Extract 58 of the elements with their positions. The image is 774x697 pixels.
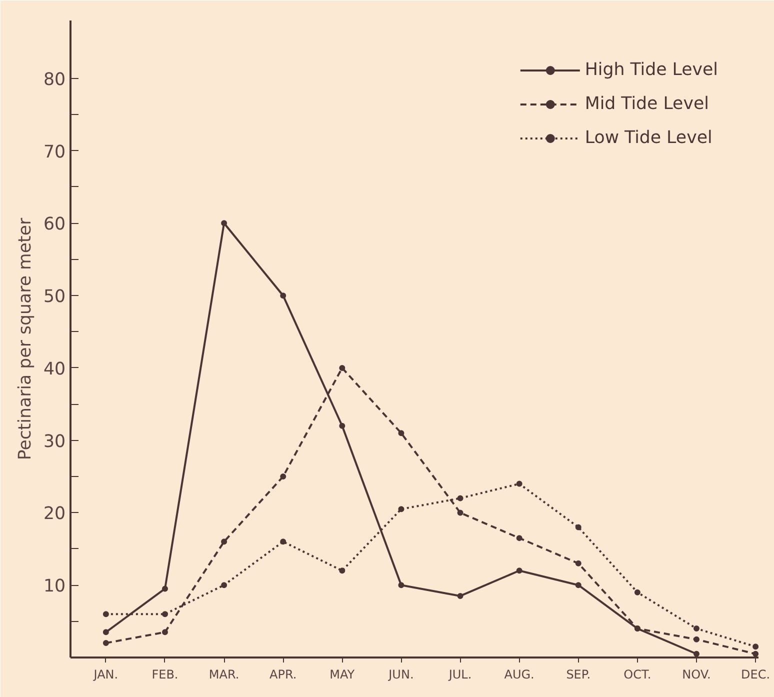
point (693, 650, 700, 657)
point (280, 474, 286, 480)
point (102, 640, 109, 646)
point (693, 636, 700, 642)
point (457, 495, 464, 502)
point (339, 568, 346, 574)
y-tick-label: 40 (43, 359, 66, 380)
point (398, 506, 404, 512)
y-tick-label: 30 (43, 432, 66, 452)
x-tick-label: JUN. (388, 668, 414, 682)
legend-label: High Tide Level (584, 60, 718, 80)
point (280, 292, 286, 299)
point (634, 589, 640, 596)
point (162, 586, 168, 592)
point (457, 592, 464, 599)
point (752, 650, 758, 657)
point (102, 611, 109, 618)
x-tick-label: JUL. (448, 668, 472, 682)
point (575, 582, 582, 588)
x-tick-label: NOV. (682, 668, 711, 682)
point (516, 480, 522, 487)
point (752, 644, 758, 650)
point (575, 560, 582, 566)
point (457, 510, 464, 516)
point (162, 611, 168, 618)
x-tick-label: APR. (270, 668, 297, 682)
point (102, 629, 109, 636)
x-tick-label: OCT. (624, 668, 652, 682)
y-axis-title: Pectinaria per square meter (15, 217, 36, 460)
point (221, 538, 228, 545)
x-tick-label: DEC. (741, 668, 770, 682)
point (516, 568, 522, 574)
point (634, 626, 640, 632)
point (398, 430, 404, 436)
x-tick-label: SEP. (566, 668, 591, 682)
point (280, 538, 286, 545)
y-tick-label: 60 (43, 214, 66, 235)
point (339, 364, 346, 371)
point (221, 220, 228, 226)
x-tick-label: FEB. (152, 668, 178, 682)
point (575, 524, 582, 530)
y-tick-label: 50 (43, 287, 66, 308)
point (693, 626, 700, 632)
point (398, 582, 404, 588)
legend-label: Low Tide Level (584, 128, 712, 148)
legend-label: Mid Tide Level (584, 94, 709, 114)
point (162, 629, 168, 636)
point (516, 535, 522, 542)
x-tick-label: AUG. (504, 668, 534, 682)
y-tick-label: 70 (43, 142, 66, 162)
x-tick-label: MAR. (208, 668, 240, 682)
x-tick-label: JAN. (92, 668, 118, 682)
y-tick-label: 80 (43, 70, 66, 90)
x-tick-label: MAY (330, 668, 356, 682)
y-tick-label: 20 (43, 504, 66, 524)
y-tick-label: 10 (43, 576, 66, 597)
point (221, 582, 228, 588)
point (339, 422, 346, 429)
